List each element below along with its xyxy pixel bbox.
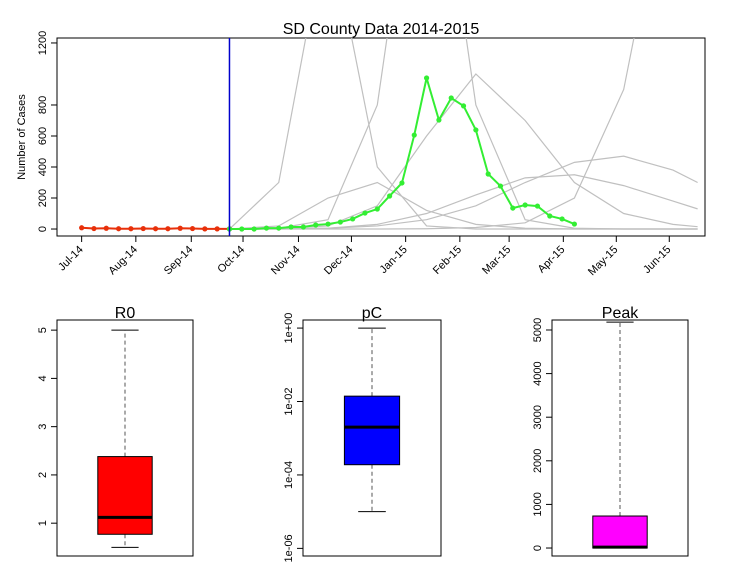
y-tick-label: 3000 (532, 405, 544, 429)
series-line (229, 77, 575, 231)
x-tick-label: Jun-15 (641, 244, 673, 276)
data-point (165, 226, 171, 232)
data-point (140, 225, 146, 232)
data-point (91, 225, 97, 232)
chart-title: pC (362, 305, 382, 322)
data-point (559, 216, 565, 222)
plot-frame (302, 319, 442, 557)
y-axis-label: Number of Cases (16, 94, 28, 180)
data-point (497, 183, 504, 189)
x-tick-label: Apr-15 (536, 244, 568, 276)
y-tick-label: 1e-02 (283, 387, 295, 415)
series-line (229, 73, 698, 230)
chart-title: SD County Data 2014-2015 (283, 21, 480, 38)
data-point (485, 171, 491, 177)
y-tick-label: 400 (37, 158, 49, 176)
plot-frame (56, 37, 706, 237)
data-point (276, 225, 282, 231)
data-point (547, 213, 553, 219)
data-point (152, 226, 159, 232)
data-point (473, 127, 479, 133)
data-point (460, 103, 467, 109)
data-point (325, 221, 331, 227)
data-point (387, 193, 393, 199)
data-point (436, 117, 442, 123)
data-point (177, 225, 183, 231)
y-tick-label: 5 (37, 327, 49, 333)
data-point (411, 132, 417, 138)
x-tick-label: Jan-15 (378, 244, 410, 276)
x-tick-label: Mar-15 (480, 244, 513, 277)
x-tick-label: Nov-14 (269, 244, 303, 278)
data-point (263, 225, 270, 231)
x-tick-label: Dec-14 (322, 244, 356, 278)
y-tick-label: 800 (37, 96, 49, 114)
data-point (79, 225, 85, 231)
data-point (288, 224, 294, 230)
data-point (522, 202, 528, 208)
data-point (337, 219, 343, 225)
x-tick-label: Sep-14 (162, 244, 196, 278)
y-tick-label: 2000 (532, 449, 544, 473)
y-tick-label: 5000 (532, 318, 544, 342)
data-point (448, 95, 454, 101)
y-tick-label: 1e-06 (283, 534, 295, 562)
data-point (510, 205, 516, 211)
series-line (229, 38, 635, 230)
x-tick-label: Feb-15 (431, 244, 464, 277)
data-point (362, 210, 368, 216)
data-point (251, 226, 257, 232)
data-point (115, 226, 122, 232)
x-tick-label: Jul-14 (56, 244, 86, 274)
y-tick-label: 4 (37, 375, 49, 381)
plot-frame (551, 319, 689, 557)
y-tick-label: 3 (37, 424, 49, 430)
chart-title: R0 (115, 305, 136, 322)
box (343, 395, 401, 466)
y-tick-label: 0 (532, 545, 544, 551)
box (97, 456, 153, 535)
y-tick-label: 4000 (532, 361, 544, 385)
data-point (571, 221, 578, 227)
data-point (300, 224, 306, 230)
y-tick-label: 200 (37, 189, 49, 207)
data-point (239, 226, 245, 232)
data-point (350, 216, 356, 222)
data-point (214, 226, 220, 232)
plot-frame (56, 319, 194, 557)
data-point (202, 226, 208, 232)
data-point (534, 203, 541, 209)
data-point (313, 222, 319, 228)
y-tick-label: 1e-04 (283, 461, 295, 489)
data-point (189, 225, 196, 232)
y-tick-label: 600 (37, 127, 49, 145)
y-tick-label: 1e+00 (283, 313, 295, 344)
series-line (229, 181, 698, 230)
data-point (103, 225, 109, 231)
data-point (423, 75, 430, 81)
data-point (374, 206, 380, 212)
series-group (79, 38, 698, 232)
y-tick-label: 1 (37, 520, 49, 526)
box (592, 515, 648, 549)
y-tick-label: 1200 (37, 31, 49, 55)
x-tick-label: May-15 (586, 244, 620, 278)
data-point (399, 180, 405, 186)
x-tick-label: Oct-14 (215, 244, 247, 276)
x-tick-label: Aug-14 (106, 244, 140, 278)
y-tick-label: 1000 (532, 492, 544, 516)
chart-title: Peak (602, 305, 639, 322)
y-tick-label: 2 (37, 472, 49, 478)
series-line (229, 155, 698, 230)
y-tick-label: 0 (37, 226, 49, 232)
data-point (128, 226, 134, 232)
